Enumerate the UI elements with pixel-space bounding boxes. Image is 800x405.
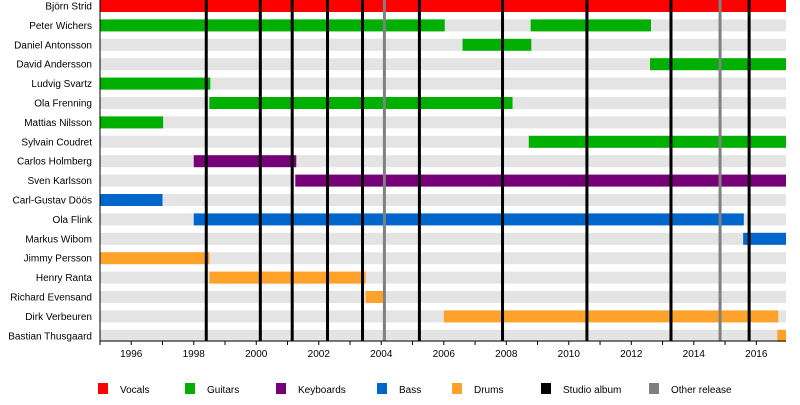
member-bar-bass [193, 213, 744, 226]
member-bar-guitars [100, 19, 445, 32]
row-stripe [100, 77, 786, 90]
member-bar-drums [100, 252, 210, 265]
row-stripe [100, 291, 786, 303]
legend-swatch-studio-album [541, 383, 551, 394]
member-label: David Andersson [16, 60, 92, 71]
member-bar-guitars [100, 77, 211, 90]
member-label: Dirk Verbeuren [25, 312, 92, 323]
member-bar-vocals [100, 0, 786, 12]
legend-label: Bass [399, 385, 421, 396]
row-stripe [100, 232, 786, 245]
x-tick-label: 2008 [495, 349, 518, 360]
legend-swatch-drums [452, 383, 462, 394]
legend-label: Keyboards [298, 385, 346, 396]
x-tick-label: 1996 [120, 349, 143, 360]
legend-swatch-bass [377, 383, 387, 394]
member-bar-drums [365, 291, 385, 303]
legend-swatch-vocals [98, 383, 108, 394]
member-bar-bass [743, 232, 786, 245]
row-stripe [100, 194, 786, 206]
member-bar-guitars [650, 58, 786, 71]
member-label: Björn Strid [45, 2, 92, 13]
member-label: Bastian Thusgaard [8, 331, 92, 342]
member-bar-guitars [100, 116, 164, 129]
legend-swatch-guitars [185, 383, 195, 394]
x-tick-label: 2002 [308, 349, 331, 360]
x-tick-label: 2012 [620, 349, 643, 360]
row-stripe [100, 271, 786, 284]
legend-label: Vocals [120, 385, 149, 396]
legend-swatch-other-release [649, 383, 659, 394]
member-label: Carl-Gustav Döös [13, 196, 92, 207]
x-tick-label: 2006 [433, 349, 456, 360]
legend-swatch-keyboards [276, 383, 286, 394]
row-stripe [100, 58, 786, 71]
member-bar-keyboards [193, 155, 297, 168]
member-label: Ola Frenning [34, 99, 92, 110]
row-stripe [100, 252, 786, 265]
legend-label: Drums [474, 385, 503, 396]
member-label: Sylvain Coudret [21, 137, 92, 148]
member-label: Mattias Nilsson [24, 118, 92, 129]
member-bar-guitars [528, 135, 786, 148]
legend-label: Studio album [563, 385, 621, 396]
member-label: Ola Flink [53, 215, 93, 226]
member-label: Daniel Antonsson [14, 40, 92, 51]
member-label: Peter Wichers [29, 21, 92, 32]
member-bar-drums [209, 271, 366, 284]
legend-label: Guitars [207, 385, 239, 396]
x-tick-label: 2000 [245, 349, 268, 360]
x-tick-label: 2010 [558, 349, 581, 360]
member-bar-bass [100, 194, 163, 206]
member-label: Jimmy Persson [24, 254, 92, 265]
member-bar-guitars [530, 19, 651, 32]
member-label: Henry Ranta [36, 273, 93, 284]
row-stripe [100, 329, 786, 342]
x-tick-label: 2016 [745, 349, 768, 360]
member-bar-guitars [462, 38, 532, 51]
member-bar-drums [443, 310, 779, 323]
member-bar-keyboards [295, 174, 786, 187]
member-bar-drums [777, 329, 786, 342]
member-label: Sven Karlsson [28, 176, 92, 187]
legend-label: Other release [671, 385, 732, 396]
member-label: Ludvig Svartz [31, 79, 92, 90]
row-stripe [100, 116, 786, 129]
x-tick-label: 2014 [683, 349, 706, 360]
x-tick-label: 1998 [183, 349, 206, 360]
member-label: Markus Wibom [25, 234, 92, 245]
member-label: Carlos Holmberg [17, 157, 92, 168]
member-label: Richard Evensand [10, 293, 92, 304]
member-bar-guitars [209, 97, 513, 109]
row-stripe [100, 38, 786, 51]
x-tick-label: 2004 [370, 349, 393, 360]
